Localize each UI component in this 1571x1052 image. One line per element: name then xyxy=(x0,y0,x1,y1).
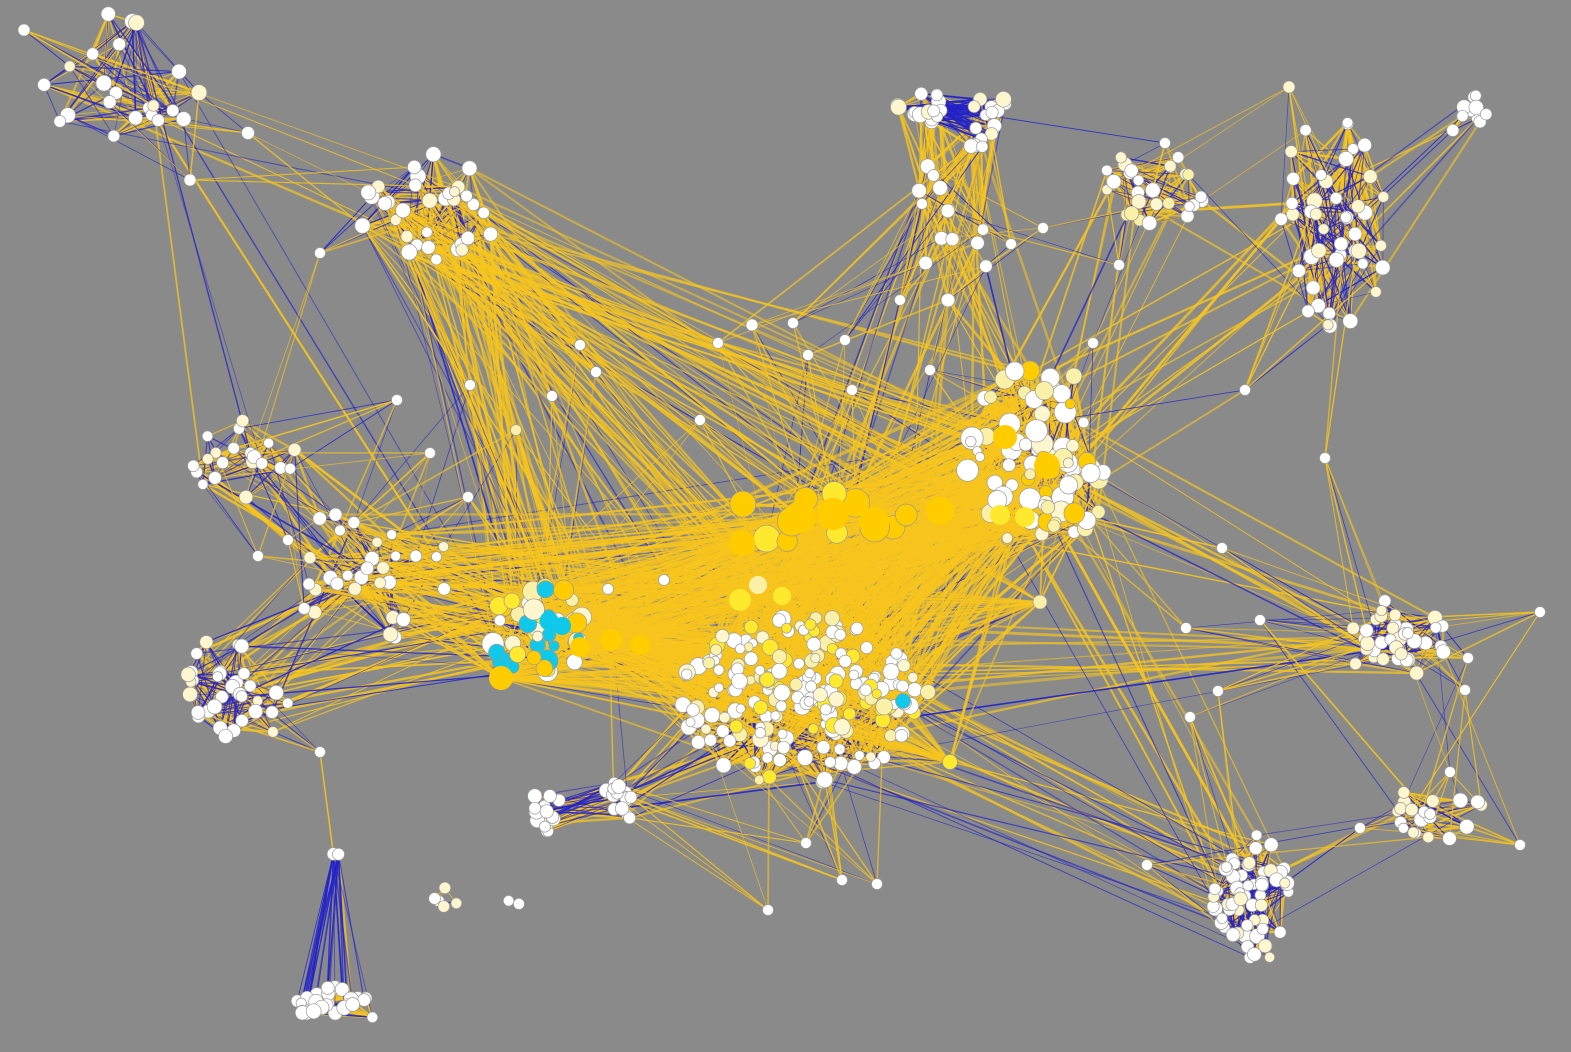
graph-edge-gold xyxy=(222,462,373,560)
graph-edge-blue xyxy=(44,71,180,86)
graph-edge-blue xyxy=(1382,196,1384,268)
graph-edge-blue xyxy=(1329,245,1382,327)
graph-edge-gold xyxy=(974,145,1037,431)
graph-edge-gold xyxy=(1113,173,1189,183)
graph-edge-blue xyxy=(196,442,269,473)
graph-edge-gold xyxy=(490,233,1031,372)
graph-edge-blue xyxy=(136,22,200,93)
graph-edge-gold xyxy=(267,442,397,638)
graph-edge-gold xyxy=(970,145,976,439)
graph-edge-gold xyxy=(863,683,1257,850)
graph-edge-blue xyxy=(309,557,396,638)
graph-edge-gold xyxy=(1352,148,1382,246)
graph-edge-blue xyxy=(132,21,200,93)
graph-edge-blue xyxy=(1291,203,1341,255)
graph-edge-blue xyxy=(214,452,251,479)
graph-edge-blue xyxy=(1347,122,1384,198)
graph-edge-blue xyxy=(1106,170,1189,176)
graph-edge-gold xyxy=(1290,151,1384,198)
graph-edge-blue xyxy=(1291,151,1371,178)
graph-edge-blue xyxy=(208,702,288,712)
graph-edge-gold xyxy=(902,685,1242,876)
graph-edge-blue xyxy=(59,22,137,122)
graph-edge-blue xyxy=(69,66,115,137)
graph-edge-blue xyxy=(113,118,184,137)
graph-edge-gold xyxy=(241,419,296,451)
graph-edge-gold xyxy=(67,105,154,116)
graph-edge-gold xyxy=(1097,180,1140,513)
graph-edge-blue xyxy=(1312,176,1371,288)
graph-edge-blue xyxy=(205,641,243,721)
graph-edge-blue xyxy=(362,153,434,226)
graph-edge-gold xyxy=(981,146,1072,405)
graph-edge-blue xyxy=(92,53,150,109)
graph-edge-gold xyxy=(1364,144,1382,246)
graph-edge-blue xyxy=(1280,219,1309,312)
graph-edge-gold xyxy=(976,125,996,244)
graph-edge-gold xyxy=(1403,791,1482,806)
graph-edge-blue xyxy=(135,22,174,111)
graph-edge-blue xyxy=(1314,123,1348,201)
graph-edge-blue xyxy=(190,645,243,673)
graph-edge-gold xyxy=(1355,662,1417,675)
graph-edge-gold xyxy=(243,659,502,675)
graph-edge-gold xyxy=(1304,130,1316,201)
graph-edge-gold xyxy=(1072,466,1219,892)
graph-edge-blue xyxy=(103,22,137,84)
graph-edge-blue xyxy=(113,110,173,137)
graph-edge-blue xyxy=(1311,256,1351,322)
graph-edge-blue xyxy=(1292,178,1359,252)
graph-edge-gold xyxy=(43,83,110,103)
graph-edge-gold xyxy=(152,105,204,485)
graph-edge-gold xyxy=(1083,205,1194,423)
graph-edge-blue xyxy=(103,13,109,84)
graph-edge-gold xyxy=(43,83,418,246)
graph-edge-blue xyxy=(1298,263,1363,272)
graph-edge-blue xyxy=(336,583,391,635)
graph-edge-gold xyxy=(1056,253,1341,459)
graph-edge-blue xyxy=(1315,213,1356,235)
graph-edge-gold xyxy=(810,623,1444,654)
graph-edge-blue xyxy=(1345,145,1366,218)
graph-edge-blue xyxy=(1290,151,1312,257)
graph-edge-blue xyxy=(245,449,296,498)
graph-edge-blue xyxy=(1155,166,1171,205)
graph-edge-gold xyxy=(984,197,1337,399)
graph-edge-gold xyxy=(910,705,1225,929)
graph-edge-gold xyxy=(1292,121,1349,180)
graph-edge-gold xyxy=(1413,804,1482,834)
graph-edge-gold xyxy=(1024,392,1406,635)
graph-edge-blue xyxy=(1310,196,1384,212)
graph-edge-gold xyxy=(293,448,438,558)
graph-edge-blue xyxy=(1320,122,1349,176)
graph-edge-gold xyxy=(1201,129,1306,202)
graph-edge-blue xyxy=(1313,200,1331,327)
graph-edge-blue xyxy=(196,653,221,729)
graph-edge-gold xyxy=(91,53,137,119)
graph-edge-gold xyxy=(1138,200,1319,307)
graph-edge-blue xyxy=(1106,189,1190,207)
graph-edge-gold xyxy=(190,530,341,673)
graph-edge-blue xyxy=(118,44,150,109)
graph-edge-gold xyxy=(1046,200,1315,468)
graph-edge-gold xyxy=(1046,465,1418,675)
graph-edge-blue xyxy=(135,22,150,109)
graph-edge-gold xyxy=(308,583,391,635)
graph-edge-blue xyxy=(189,694,274,733)
graph-edge-gold xyxy=(918,115,922,191)
graph-edge-gold xyxy=(1369,115,1464,178)
graph-edge-gold xyxy=(1024,391,1436,619)
graph-edge-blue xyxy=(1327,196,1384,325)
graph-edge-gold xyxy=(1071,202,1293,481)
graph-edge-gold xyxy=(993,482,1228,868)
graph-edge-blue xyxy=(92,21,133,55)
